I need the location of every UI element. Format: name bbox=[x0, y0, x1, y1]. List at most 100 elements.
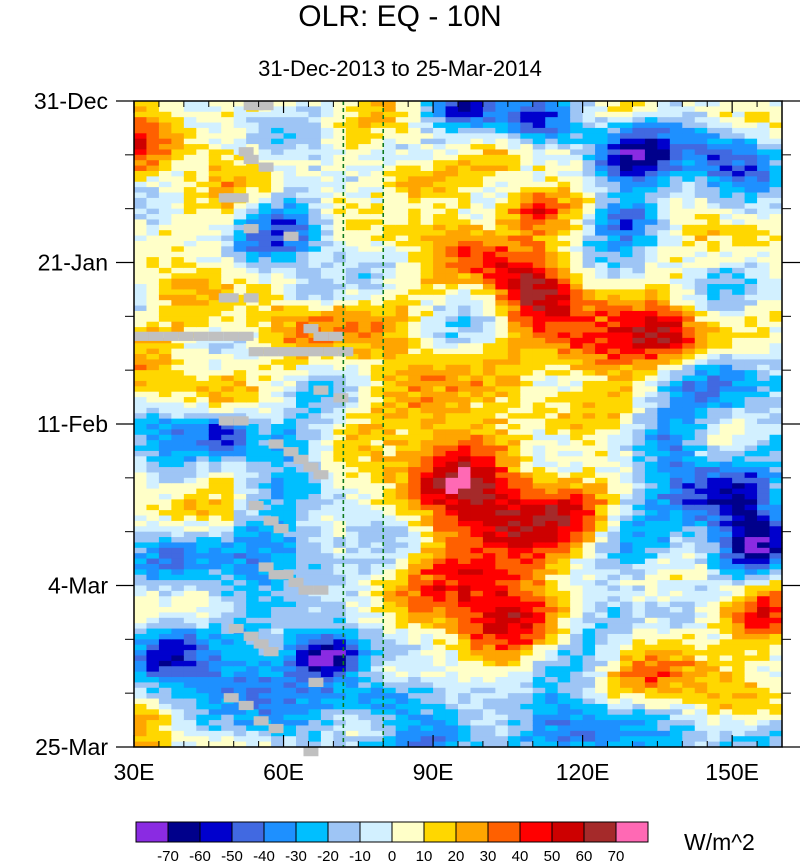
heat-cell bbox=[183, 364, 197, 371]
heat-cell bbox=[420, 138, 434, 145]
heat-cell bbox=[296, 682, 310, 689]
heat-cell bbox=[308, 671, 322, 678]
heat-cell bbox=[458, 617, 472, 624]
heat-cell bbox=[171, 553, 185, 560]
heat-cell bbox=[146, 197, 160, 204]
heat-cell bbox=[495, 461, 509, 468]
heat-cell bbox=[358, 714, 372, 721]
heat-cell bbox=[271, 397, 285, 404]
heat-cell bbox=[221, 343, 235, 350]
heat-cell bbox=[420, 526, 434, 533]
heat-cell bbox=[607, 192, 621, 199]
heat-cell bbox=[482, 617, 496, 624]
heat-cell bbox=[183, 429, 197, 436]
heat-cell bbox=[158, 488, 172, 495]
heat-cell bbox=[383, 429, 397, 436]
heat-cell bbox=[158, 504, 172, 511]
heat-cell bbox=[158, 693, 172, 700]
heat-cell bbox=[395, 305, 409, 312]
heat-cell bbox=[445, 585, 459, 592]
heat-cell bbox=[408, 440, 422, 447]
heat-cell bbox=[271, 709, 285, 716]
heat-cell bbox=[520, 305, 534, 312]
heat-cell bbox=[570, 337, 584, 344]
heat-cell bbox=[283, 515, 297, 522]
heat-cell bbox=[595, 316, 609, 323]
heat-cell bbox=[520, 267, 534, 274]
heat-cell bbox=[271, 170, 285, 177]
heat-cell bbox=[246, 219, 260, 226]
heat-cell bbox=[296, 257, 310, 264]
heat-cell bbox=[420, 633, 434, 640]
heat-cell bbox=[320, 558, 334, 565]
heat-cell bbox=[134, 445, 148, 452]
heat-cell bbox=[458, 644, 472, 651]
heat-cell bbox=[620, 601, 634, 608]
heat-cell bbox=[482, 187, 496, 194]
heat-cell bbox=[208, 160, 222, 167]
heat-cell bbox=[283, 262, 297, 269]
heat-cell bbox=[620, 337, 634, 344]
heat-cell bbox=[320, 407, 334, 414]
heat-cell bbox=[607, 294, 621, 301]
heat-cell bbox=[208, 650, 222, 657]
heat-cell bbox=[408, 375, 422, 382]
heat-cell bbox=[333, 424, 347, 430]
heat-cell bbox=[507, 197, 521, 204]
heat-cell bbox=[570, 488, 584, 495]
heat-cell bbox=[532, 343, 546, 350]
heat-cell bbox=[171, 144, 185, 151]
heat-cell bbox=[320, 655, 334, 662]
heat-cell bbox=[221, 493, 235, 500]
heat-cell bbox=[433, 682, 447, 689]
heat-cell bbox=[545, 154, 559, 161]
heat-cell bbox=[320, 450, 334, 457]
heat-cell bbox=[370, 170, 384, 177]
heat-cell bbox=[345, 424, 359, 430]
heat-cell bbox=[208, 348, 222, 355]
heat-cell bbox=[345, 386, 359, 393]
heat-cell bbox=[507, 375, 521, 382]
heat-cell bbox=[296, 601, 310, 608]
heat-cell bbox=[158, 445, 172, 452]
heat-cell bbox=[171, 203, 185, 210]
heat-cell bbox=[570, 542, 584, 549]
heat-cell bbox=[620, 574, 634, 581]
heat-cell bbox=[308, 127, 322, 134]
heat-cell bbox=[308, 520, 322, 527]
heat-cell bbox=[458, 407, 472, 414]
heat-cell bbox=[632, 520, 646, 527]
heat-cell bbox=[208, 386, 222, 393]
heat-cell bbox=[134, 219, 148, 226]
heat-cell bbox=[296, 542, 310, 549]
heat-cell bbox=[345, 666, 359, 673]
heat-cell bbox=[134, 176, 148, 183]
heat-cell bbox=[545, 504, 559, 511]
heat-cell bbox=[271, 682, 285, 689]
heat-cell bbox=[208, 294, 222, 301]
heat-cell bbox=[620, 644, 634, 651]
heat-cell bbox=[308, 553, 322, 560]
heat-cell bbox=[458, 214, 472, 221]
heat-cell bbox=[345, 111, 359, 118]
heat-cell bbox=[221, 262, 235, 269]
heat-cell bbox=[283, 434, 297, 441]
heat-cell bbox=[296, 246, 310, 253]
heat-cell bbox=[370, 510, 384, 517]
heat-cell bbox=[345, 483, 359, 490]
heat-cell bbox=[470, 687, 484, 694]
heat-cell bbox=[246, 569, 260, 576]
heat-cell bbox=[283, 461, 297, 468]
heat-cell bbox=[134, 703, 148, 710]
heat-cell bbox=[557, 639, 571, 646]
heat-cell bbox=[296, 677, 310, 683]
heat-cell bbox=[395, 612, 409, 619]
heat-cell bbox=[595, 687, 609, 694]
heat-cell bbox=[246, 310, 260, 317]
heat-cell bbox=[570, 273, 584, 280]
heat-cell bbox=[557, 660, 571, 667]
heat-cell bbox=[171, 375, 185, 382]
heat-cell bbox=[532, 445, 546, 452]
heat-cell bbox=[221, 612, 235, 619]
heat-cell bbox=[470, 709, 484, 716]
